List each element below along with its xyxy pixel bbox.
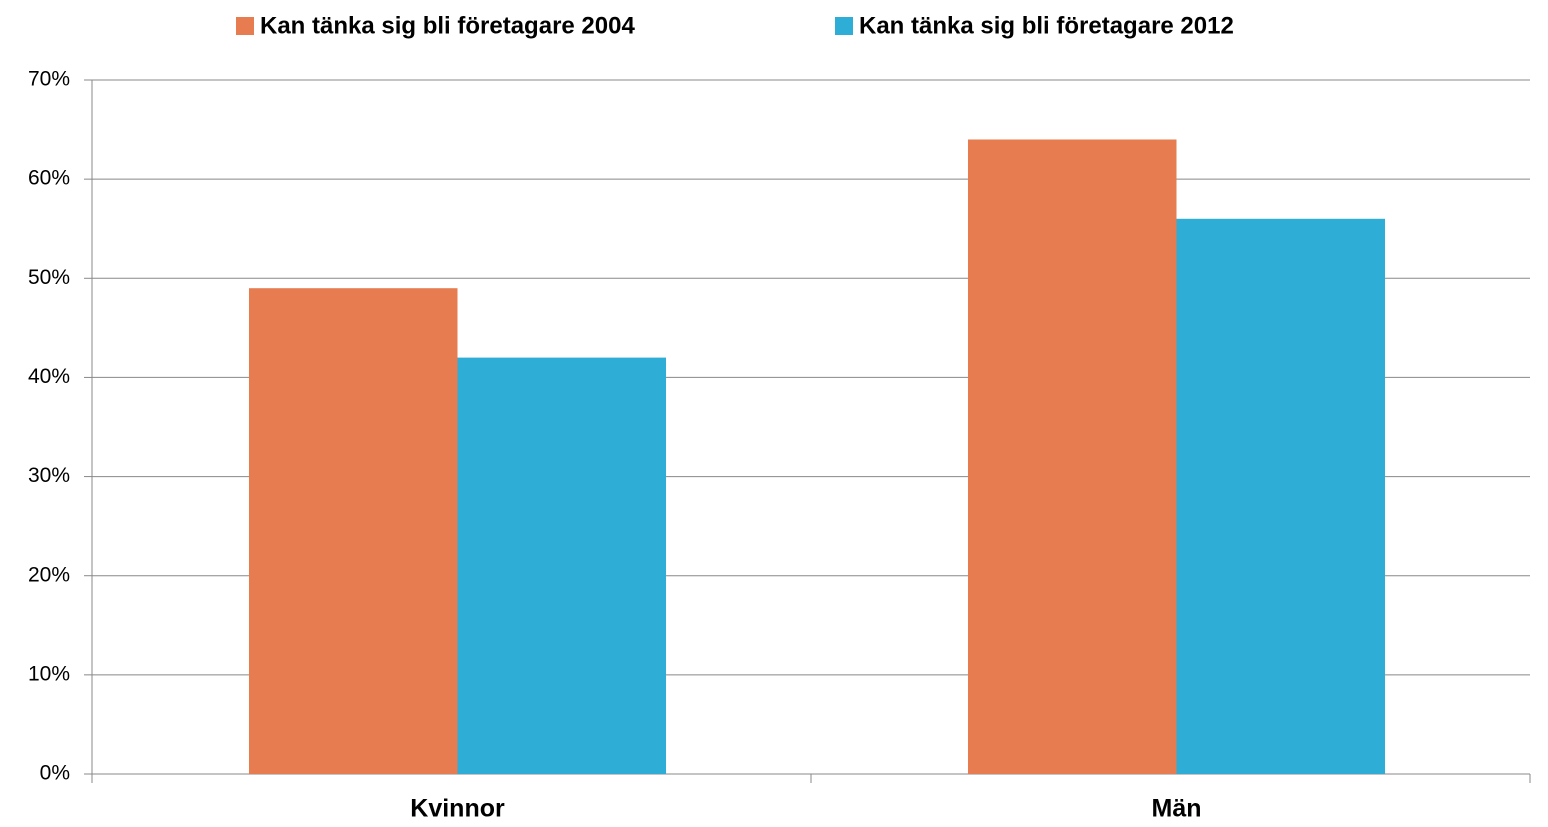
bar (1176, 218, 1386, 775)
x-tick-label: Kvinnor (410, 795, 505, 823)
legend-label: Kan tänka sig bli företagare 2012 (859, 12, 1234, 39)
y-tick-label: 10% (28, 662, 70, 685)
y-tick-label: 30% (28, 464, 70, 487)
y-tick-label: 20% (28, 563, 70, 586)
y-tick-label: 70% (28, 68, 70, 91)
legend-swatch (835, 17, 853, 35)
bar (457, 357, 667, 774)
legend-swatch (236, 17, 254, 35)
x-tick-label: Män (1152, 795, 1202, 823)
y-tick-label: 60% (28, 167, 70, 190)
bar (248, 288, 458, 774)
legend-label: Kan tänka sig bli företagare 2004 (260, 12, 635, 39)
y-tick-label: 40% (28, 365, 70, 388)
bar (967, 139, 1177, 774)
y-tick-label: 50% (28, 266, 70, 289)
y-tick-label: 0% (40, 762, 70, 785)
